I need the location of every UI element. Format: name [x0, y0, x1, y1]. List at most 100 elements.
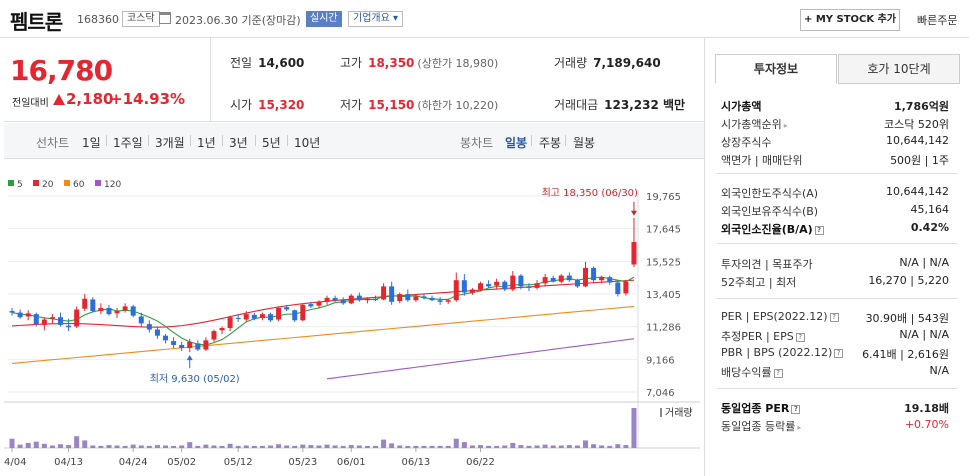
- volume-bar: [591, 444, 597, 448]
- candle-body: [615, 282, 621, 295]
- candle-body: [445, 300, 451, 302]
- page-header: 펨트론 168360 코스닥 2023.06.30 기준(장마감) 실시간 기업…: [0, 0, 969, 38]
- divider: [106, 135, 107, 146]
- info-label: 상장주식수: [721, 136, 772, 149]
- x-tick-label: 04/13: [54, 457, 83, 468]
- change-label: 전일대비: [12, 98, 49, 109]
- info-label: PBR | BPS (2022.12)?: [721, 346, 844, 359]
- info-value: 코스닥 520위: [884, 118, 949, 131]
- volume-bar: [518, 445, 524, 448]
- info-value: N/A: [929, 364, 949, 377]
- help-icon[interactable]: ?: [791, 405, 801, 414]
- tab-5year[interactable]: 5년: [262, 136, 281, 150]
- candle-body: [74, 309, 80, 327]
- stat-value: 14,600: [258, 56, 305, 70]
- info-row-market-cap-rank[interactable]: 시가총액순위 ▸ 코스닥 520위: [721, 114, 949, 132]
- volume-bar: [405, 445, 411, 448]
- ma5-line: [11, 276, 635, 346]
- tab-3year[interactable]: 3년: [229, 136, 248, 150]
- y-tick-label: 9,166: [646, 355, 675, 366]
- chevron-right-icon: ▸: [783, 121, 788, 130]
- candle-body: [276, 307, 282, 320]
- volume-bar: [74, 436, 80, 448]
- stock-chart[interactable]: 5 20 60 120 19,765 17,645 15,525 13,405 11,286 9,…: [4, 170, 700, 476]
- divider: [717, 243, 957, 244]
- help-icon[interactable]: ?: [829, 313, 839, 322]
- realtime-button[interactable]: 실시간: [306, 11, 342, 27]
- lower-limit: (하한가 10,220): [417, 99, 499, 112]
- high-arrow-icon: [630, 210, 637, 216]
- tab-10year[interactable]: 10년: [294, 136, 321, 150]
- tab-investment-info[interactable]: 투자정보: [715, 54, 837, 84]
- tab-candle-chart[interactable]: 봉차트: [460, 136, 494, 150]
- volume-bar: [90, 445, 96, 448]
- candle-body: [332, 297, 338, 301]
- volume-bar: [372, 445, 379, 448]
- stat-label: 고가: [340, 56, 363, 70]
- divider: [717, 173, 957, 174]
- candle-body: [33, 314, 39, 325]
- info-value: 6.41배 | 2,616원: [862, 348, 949, 361]
- volume-bar: [566, 445, 572, 448]
- info-row-52week: 52주최고 | 최저 16,270 | 5,220: [721, 272, 949, 290]
- info-value: 30.90배 | 543원: [865, 312, 949, 325]
- change-percent: +14.93%: [110, 90, 186, 108]
- volume-bar: [49, 445, 55, 448]
- volume-bar: [66, 445, 72, 448]
- tab-daily[interactable]: 일봉: [505, 136, 528, 150]
- volume-bar: [203, 444, 209, 448]
- candle-body: [66, 325, 72, 328]
- stat-label: 거래량: [554, 56, 588, 70]
- volume-bar: [494, 445, 500, 448]
- volume-bar: [25, 442, 31, 448]
- volume-bar: [98, 445, 104, 448]
- info-row-dividend: 배당수익률? N/A: [721, 362, 949, 380]
- tab-1day[interactable]: 1일: [82, 136, 101, 150]
- tab-1year[interactable]: 1년: [197, 136, 216, 150]
- tab-orderbook-10[interactable]: 호가 10단계: [838, 54, 960, 84]
- volume-bar: [227, 443, 233, 448]
- candlestick-chart: 5 20 60 120 19,765 17,645 15,525 13,405 11,286 9,…: [4, 180, 700, 468]
- legend-swatch: [8, 180, 14, 186]
- volume-bar: [550, 445, 556, 448]
- info-value: 0.42%: [910, 221, 949, 234]
- volume-bar: [526, 445, 532, 448]
- x-tick-label: 06/22: [466, 457, 495, 468]
- tab-line-chart[interactable]: 선차트: [36, 136, 70, 150]
- help-icon[interactable]: ?: [795, 333, 805, 342]
- stat-label: 시가: [230, 98, 253, 112]
- tab-monthly[interactable]: 월봉: [573, 136, 596, 150]
- info-row-foreign-ratio: 외국인소진율(B/A)? 0.42%: [721, 219, 949, 237]
- info-label: 투자의견 | 목표주가: [721, 258, 813, 271]
- info-row-market-cap: 시가총액 1,786억원: [721, 96, 949, 114]
- candle-body: [90, 299, 96, 312]
- volume-bar: [631, 408, 637, 448]
- candle-body: [171, 341, 177, 345]
- my-stock-add-button[interactable]: + MY STOCK 추가: [800, 9, 900, 31]
- info-label: 동일업종 PER?: [721, 400, 801, 416]
- volume-bar: [57, 444, 64, 448]
- info-label-text: 시가총액순위: [721, 118, 782, 131]
- info-value: 10,644,142: [886, 185, 949, 198]
- help-icon[interactable]: ?: [834, 349, 844, 358]
- volume-bar: [162, 445, 169, 448]
- candle-body: [219, 327, 225, 331]
- info-label-text: 동일업종 등락률: [721, 420, 796, 433]
- volume-bar: [82, 440, 88, 448]
- candle-body: [17, 312, 23, 318]
- volume-bar: [356, 445, 362, 448]
- info-label: 액면가 | 매매단위: [721, 154, 803, 167]
- legend-swatch: [33, 180, 39, 186]
- candle-body: [413, 296, 419, 301]
- x-tick-label: 04/24: [119, 457, 148, 468]
- info-row-sector-change[interactable]: 동일업종 등락률 ▸ +0.70%: [721, 416, 949, 434]
- info-value: N/A | N/A: [899, 256, 949, 269]
- tab-weekly[interactable]: 주봉: [539, 136, 562, 150]
- help-icon[interactable]: ?: [814, 226, 824, 235]
- candle-body: [582, 267, 589, 287]
- company-info-dropdown[interactable]: 기업개요 ▾: [348, 11, 404, 27]
- help-icon[interactable]: ?: [773, 369, 783, 378]
- quick-order-button[interactable]: 빠른주문: [917, 14, 958, 27]
- tab-3month[interactable]: 3개월: [155, 136, 185, 150]
- tab-1week[interactable]: 1주일: [113, 136, 143, 150]
